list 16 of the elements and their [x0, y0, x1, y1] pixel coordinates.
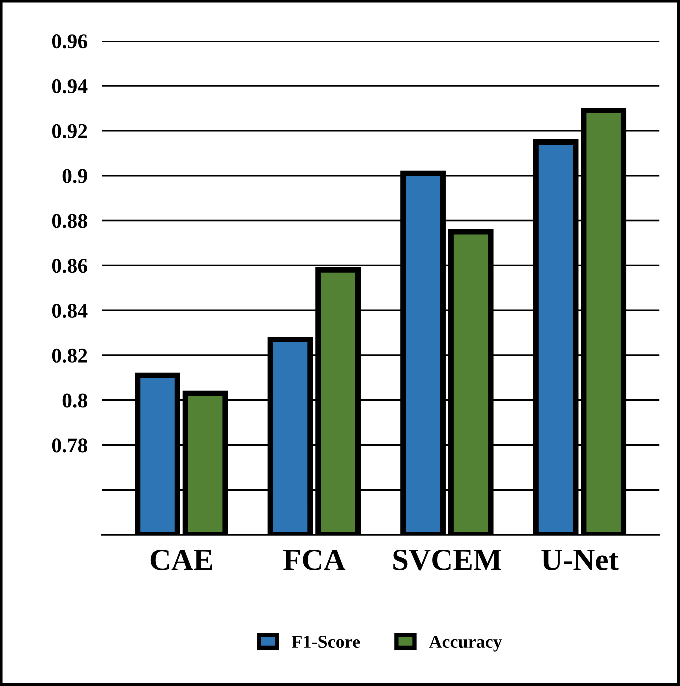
y-tick-label: 0.9: [62, 169, 88, 184]
y-tick-label: 0.78: [52, 438, 88, 453]
y-tick-label: 0.88: [52, 214, 88, 228]
y-tick-label: 0.96: [52, 34, 88, 49]
x-tick-label: FCA: [284, 550, 346, 570]
y-tick-label: 0.84: [52, 304, 88, 318]
y-tick-label: 0.82: [52, 348, 88, 363]
y-tick-label: 0.8: [62, 394, 88, 408]
y-tick-label: 0.92: [52, 124, 88, 138]
legend-label: Accuracy: [429, 636, 502, 652]
y-tick-label: 0.94: [52, 79, 88, 94]
legend-label: F1-Score: [292, 636, 360, 648]
y-tick-label: 0.86: [52, 259, 88, 274]
x-tick-label: CAE: [150, 550, 212, 570]
x-tick-label: U-Net: [542, 550, 619, 570]
x-tick-label: SVCEM: [394, 550, 502, 571]
